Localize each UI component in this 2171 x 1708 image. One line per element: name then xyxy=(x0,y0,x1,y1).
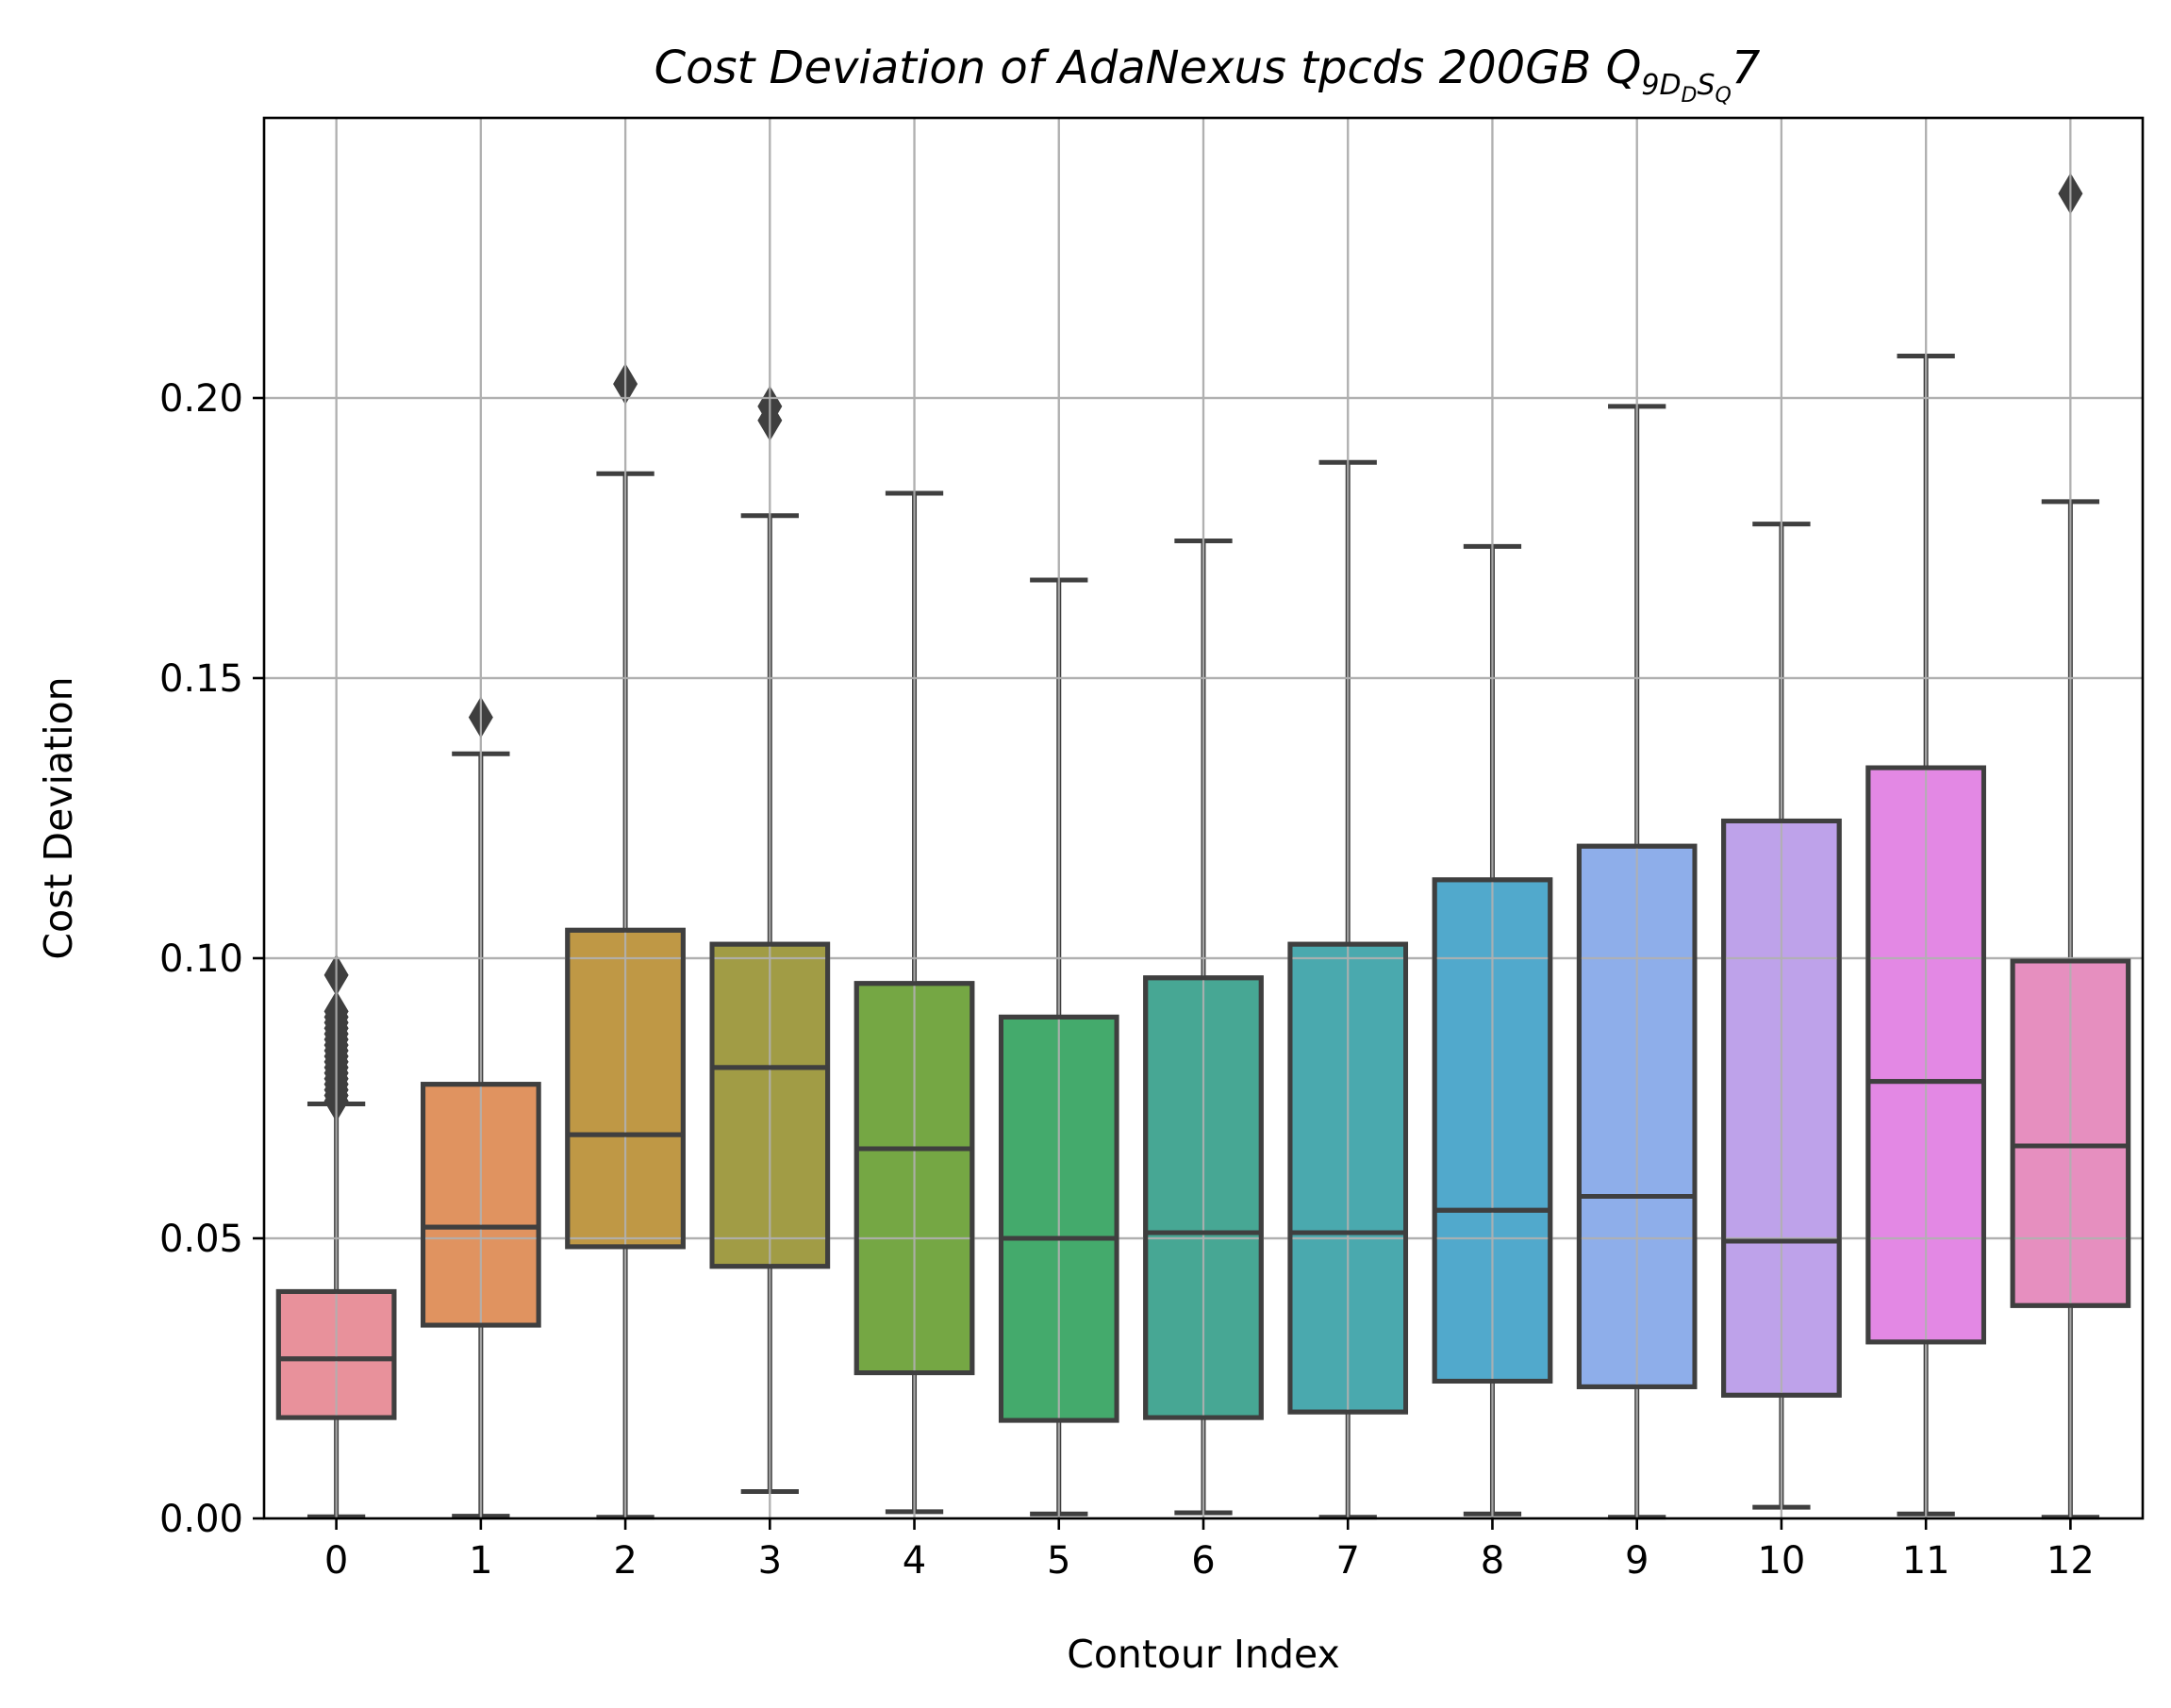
y-tick-label: 0.00 xyxy=(159,1498,243,1541)
x-axis-label: Contour Index xyxy=(1067,1632,1340,1677)
x-tick-label: 1 xyxy=(469,1539,492,1583)
box-outline xyxy=(1432,877,1553,1384)
chart-title-subscript-d: D xyxy=(1682,84,1698,108)
box-outline xyxy=(565,927,686,1250)
box-outline xyxy=(1721,818,1842,1398)
chart-title-subscript-s: S xyxy=(1698,69,1715,102)
chart-title: Cost Deviation of AdaNexus tpcds 200GB Q… xyxy=(655,41,1761,108)
chart-title-suffix: 7 xyxy=(1732,41,1761,94)
x-tick-label: 0 xyxy=(324,1539,348,1583)
x-tick-label: 9 xyxy=(1625,1539,1649,1583)
x-tick-label: 11 xyxy=(1902,1539,1950,1583)
chart-title-subscript: 9D xyxy=(1641,69,1681,102)
x-tick-label: 6 xyxy=(1191,1539,1215,1583)
box-outline xyxy=(1287,941,1409,1415)
y-tick-label: 0.20 xyxy=(159,377,243,421)
box-outline xyxy=(2010,958,2131,1308)
y-tick-label: 0.15 xyxy=(159,657,243,701)
x-tick-label: 4 xyxy=(903,1539,926,1583)
grid-lines-overlay xyxy=(264,118,2143,1520)
box-outline xyxy=(998,1014,1119,1423)
box-outline xyxy=(853,981,975,1376)
x-tick-label: 5 xyxy=(1047,1539,1070,1583)
box-outline xyxy=(421,1082,541,1328)
y-tick-label: 0.05 xyxy=(159,1218,243,1261)
box-outline xyxy=(1143,975,1264,1420)
chart-title-main: Cost Deviation of AdaNexus tpcds 200GB Q xyxy=(655,41,1642,94)
x-tick-label: 10 xyxy=(1757,1539,1805,1583)
box-outline xyxy=(709,941,831,1269)
x-tick-label: 8 xyxy=(1481,1539,1504,1583)
x-axis: 0 1 2 3 4 5 6 7 8 9 10 11 12 xyxy=(324,1518,2095,1583)
x-tick-label: 3 xyxy=(758,1539,782,1583)
x-tick-label: 7 xyxy=(1336,1539,1360,1583)
box-outline xyxy=(1576,843,1698,1389)
box-outline xyxy=(275,1288,397,1420)
x-tick-label: 2 xyxy=(613,1539,637,1583)
y-tick-label: 0.10 xyxy=(159,937,243,981)
y-axis-label: Cost Deviation xyxy=(36,676,81,959)
box-outline xyxy=(1865,765,1986,1345)
chart-title-subscript-q: Q xyxy=(1715,84,1732,108)
y-axis: 0.00 0.05 0.10 0.15 0.20 xyxy=(159,377,264,1541)
box-outline-overlay xyxy=(275,765,2131,1423)
x-tick-label: 12 xyxy=(2047,1539,2095,1583)
